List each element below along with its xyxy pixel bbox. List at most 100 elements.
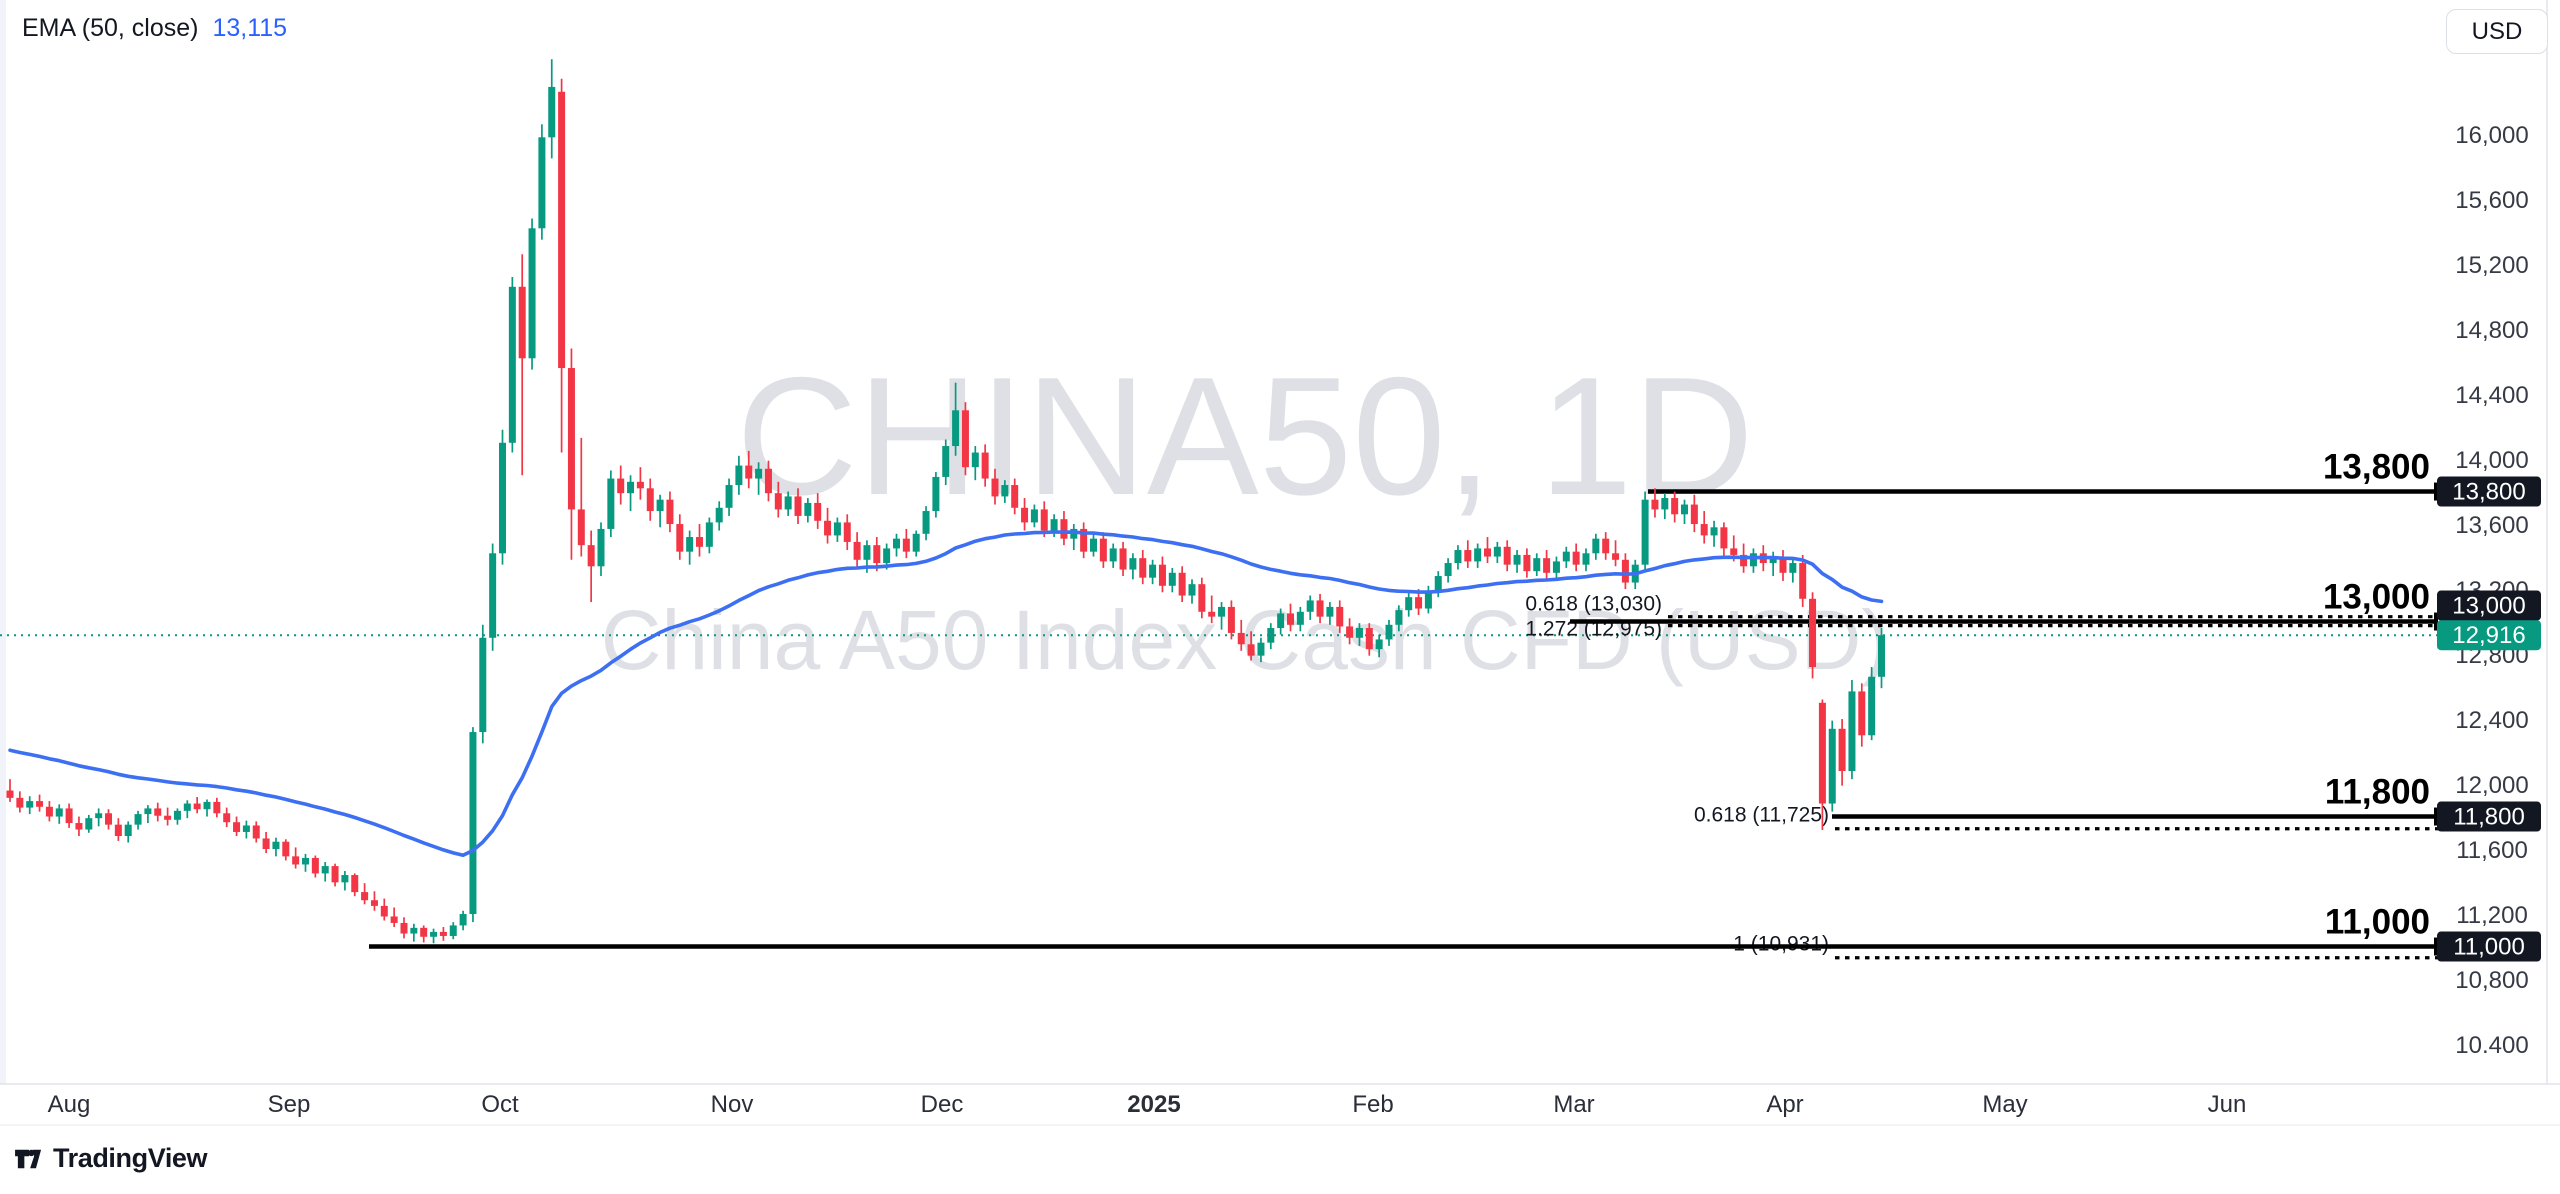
pane-left-edge	[0, 0, 6, 1084]
candle-body	[1523, 554, 1531, 572]
candle-body	[1296, 611, 1304, 625]
candle-body	[1779, 556, 1787, 573]
candle-body	[45, 806, 53, 817]
price-level-axis-badge[interactable]	[2437, 801, 2541, 832]
candle-body	[1060, 519, 1068, 539]
candle-body	[1464, 550, 1472, 562]
candle-body	[124, 824, 132, 837]
candle-body	[233, 822, 241, 832]
candle-body	[1533, 558, 1541, 572]
time-axis-label-2025: 2025	[1127, 1091, 1180, 1118]
candle-body	[725, 485, 733, 508]
price-level-axis-badge[interactable]	[2437, 590, 2541, 621]
candle-body	[508, 286, 516, 443]
fib-level-label: 0.618 (13,030)	[1525, 593, 1662, 616]
candle-body	[351, 875, 359, 893]
candle-body	[1592, 538, 1600, 554]
candle-body	[1661, 498, 1669, 510]
candle-body	[607, 478, 615, 529]
indicator-legend[interactable]: EMA (50, close) 13,115	[22, 14, 287, 43]
candle-body	[390, 916, 398, 923]
candle-body	[469, 732, 477, 915]
candle-body	[272, 841, 280, 850]
candle-body	[1178, 572, 1186, 596]
time-axis-label-apr: Apr	[1766, 1091, 1803, 1118]
candle-body	[203, 801, 211, 810]
price-axis-tick: 10.400	[2455, 1032, 2528, 1059]
candle-body	[430, 931, 438, 937]
candle-body	[1158, 564, 1166, 586]
candle-body	[804, 502, 812, 516]
candle-body	[361, 892, 369, 901]
candle-body	[164, 815, 172, 820]
candle-body	[1513, 554, 1521, 565]
candle-body	[479, 637, 487, 733]
candle-body	[1119, 548, 1127, 570]
candle-body	[666, 499, 674, 525]
candle-body	[863, 545, 871, 560]
candle-body	[1040, 509, 1048, 531]
candle-body	[1493, 546, 1501, 557]
candle-body	[1267, 628, 1275, 643]
candle-body	[85, 818, 93, 830]
candle-body	[1562, 551, 1570, 562]
candle-body	[1700, 524, 1708, 536]
candle-body	[1552, 561, 1560, 573]
candle-body	[1405, 597, 1413, 611]
current-price-axis-badge[interactable]	[2437, 620, 2541, 651]
candle-body	[1602, 538, 1610, 554]
candle-body	[1415, 597, 1423, 609]
candle-body	[193, 803, 201, 810]
candle-body	[784, 496, 792, 510]
candle-body	[686, 537, 694, 552]
price-level-big-label: 13,000	[2323, 578, 2430, 617]
tradingview-logo[interactable]: TradingView	[14, 1143, 208, 1174]
price-level-axis-badge[interactable]	[2437, 476, 2541, 507]
candle-body	[1385, 624, 1393, 640]
candle-body	[1720, 527, 1728, 549]
candle-body	[311, 857, 319, 874]
time-axis-label-sep: Sep	[268, 1091, 311, 1118]
price-level-big-label: 11,800	[2325, 773, 2430, 812]
candle-body	[1809, 598, 1817, 668]
candle-body	[961, 410, 969, 468]
candle-body	[1287, 613, 1294, 625]
candle-body	[558, 91, 566, 369]
ema-line[interactable]	[8, 530, 1884, 858]
candle-body	[370, 900, 378, 906]
candle-body	[242, 825, 250, 832]
candle-body	[1149, 564, 1157, 578]
candle-body	[843, 522, 851, 542]
candle-body	[1346, 626, 1354, 638]
candle-body	[656, 499, 664, 512]
candle-body	[1395, 610, 1403, 625]
candle-body	[1099, 538, 1107, 562]
candle-body	[223, 813, 231, 823]
candle-body	[676, 524, 684, 552]
price-axis-tick: 13,600	[2455, 512, 2528, 539]
candle-body	[577, 509, 585, 546]
candle-body	[6, 790, 14, 798]
candle-body	[1474, 548, 1482, 562]
candle-body	[410, 927, 418, 934]
fib-level-label: 1 (10,931)	[1733, 933, 1829, 956]
candle-body	[696, 537, 703, 547]
candle-body	[1030, 509, 1038, 523]
candle-body	[1690, 504, 1698, 525]
candle-body	[1740, 554, 1748, 567]
currency-button[interactable]: USD	[2446, 9, 2548, 54]
candle-body	[1878, 635, 1885, 677]
candle-body	[1257, 642, 1265, 656]
candle-body	[1484, 548, 1491, 557]
candle-body	[1651, 499, 1659, 510]
candle-body	[95, 813, 103, 819]
candle-body	[538, 137, 546, 229]
candle-body	[75, 823, 83, 830]
candle-body	[902, 538, 910, 552]
price-level-axis-badge[interactable]	[2437, 931, 2541, 962]
candle-body	[420, 927, 428, 937]
candle-body	[1858, 691, 1866, 736]
candle-body	[1198, 584, 1206, 612]
